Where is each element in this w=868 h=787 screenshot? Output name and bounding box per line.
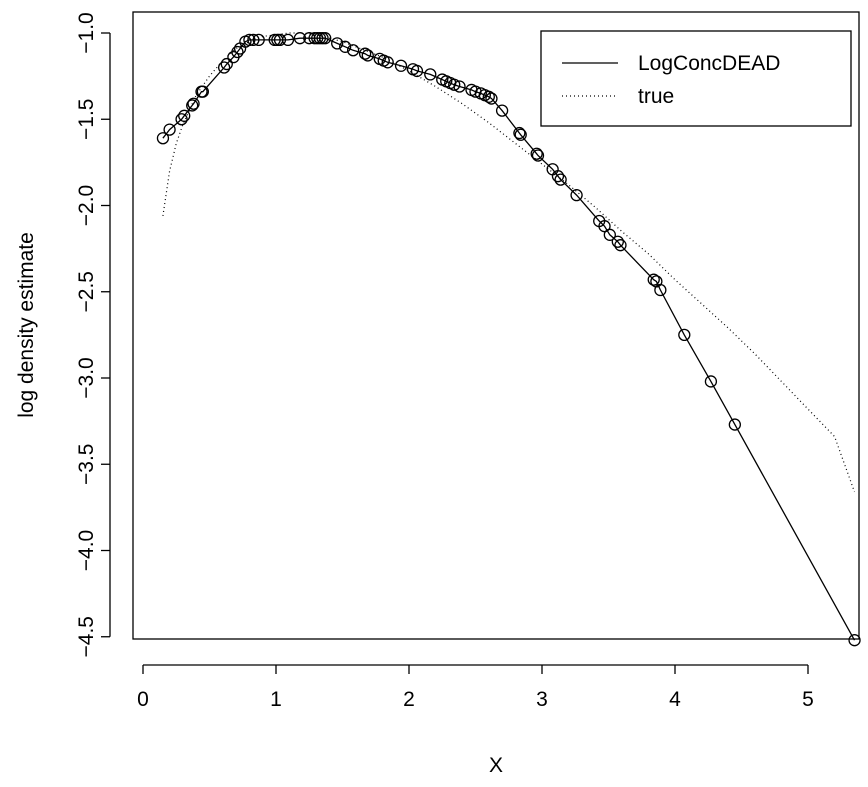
y-tick-label: −4.0 xyxy=(75,530,98,571)
data-point-logconcdead xyxy=(361,49,374,62)
x-axis-title: X xyxy=(489,754,503,777)
data-point-logconcdead xyxy=(394,59,408,72)
data-point-logconcdead xyxy=(339,40,352,53)
data-point-logconcdead xyxy=(346,44,360,57)
data-point-logconcdead xyxy=(175,113,188,126)
data-point-logconcdead xyxy=(358,47,372,60)
data-point-logconcdead xyxy=(156,132,170,145)
data-point-logconcdead xyxy=(453,80,466,93)
data-point-logconcdead xyxy=(654,283,667,297)
legend-label-logconcdead: LogConcDEAD xyxy=(638,52,780,75)
data-point-logconcdead xyxy=(424,68,437,81)
data-point-logconcdead xyxy=(513,126,526,140)
data-point-logconcdead xyxy=(495,104,509,117)
data-point-logconcdead xyxy=(273,33,287,47)
x-tick-label: 1 xyxy=(270,688,282,711)
data-point-logconcdead xyxy=(728,418,741,431)
data-point-logconcdead xyxy=(163,123,176,136)
plot-frame xyxy=(132,11,860,640)
data-point-logconcdead xyxy=(554,173,567,186)
y-axis: −1.0 −1.5 −2.0 −2.5 −3.0 −3.5 −4.0 −4.5 xyxy=(75,12,111,657)
data-point-logconcdead xyxy=(611,235,624,248)
data-point-logconcdead xyxy=(704,375,718,388)
data-point-logconcdead xyxy=(252,33,265,47)
data-point-logconcdead xyxy=(293,32,307,45)
data-point-logconcdead xyxy=(178,109,191,122)
data-point-logconcdead xyxy=(281,33,295,47)
x-axis: 0 1 2 3 4 5 xyxy=(137,664,814,711)
y-tick-label: −4.5 xyxy=(75,616,98,657)
data-point-logconcdead xyxy=(231,45,244,59)
x-tick-label: 2 xyxy=(403,688,415,711)
data-point-logconcdead xyxy=(331,37,344,50)
data-point-logconcdead xyxy=(603,228,616,241)
legend-box xyxy=(540,30,852,127)
y-tick-label: −2.5 xyxy=(75,271,98,312)
x-tick-label: 3 xyxy=(536,688,548,711)
y-tick-label: −3.0 xyxy=(75,357,98,398)
data-point-logconcdead xyxy=(570,188,583,202)
data-point-logconcdead xyxy=(514,128,527,141)
data-point-logconcdead xyxy=(551,170,565,183)
data-point-logconcdead xyxy=(220,57,233,71)
x-tick-label: 0 xyxy=(137,688,149,711)
data-point-logconcdead xyxy=(410,64,424,78)
data-point-logconcdead xyxy=(678,328,691,342)
legend: LogConcDEAD true xyxy=(540,30,852,127)
legend-label-true: true xyxy=(638,85,674,108)
data-point-logconcdead xyxy=(485,92,498,105)
data-point-logconcdead xyxy=(187,97,200,110)
x-tick-label: 4 xyxy=(669,688,681,711)
data-point-logconcdead xyxy=(647,273,660,286)
series-layer xyxy=(156,32,861,647)
data-point-logconcdead xyxy=(448,78,461,91)
data-point-logconcdead xyxy=(217,61,231,74)
y-tick-label: −3.5 xyxy=(75,444,98,485)
data-point-logconcdead xyxy=(614,239,627,252)
data-point-logconcdead xyxy=(598,220,611,233)
data-point-logconcdead xyxy=(319,32,332,45)
x-tick-label: 5 xyxy=(802,688,814,711)
data-point-logconcdead xyxy=(247,33,260,47)
y-tick-label: −1.5 xyxy=(75,99,98,140)
y-tick-label: −2.0 xyxy=(75,185,98,226)
data-point-logconcdead xyxy=(186,99,199,112)
data-point-logconcdead xyxy=(196,85,210,98)
y-axis-title: log density estimate xyxy=(15,232,38,418)
data-point-logconcdead xyxy=(530,147,543,160)
data-point-logconcdead xyxy=(848,634,861,647)
y-tick-label: −1.0 xyxy=(75,12,98,53)
data-point-logconcdead xyxy=(482,90,495,103)
